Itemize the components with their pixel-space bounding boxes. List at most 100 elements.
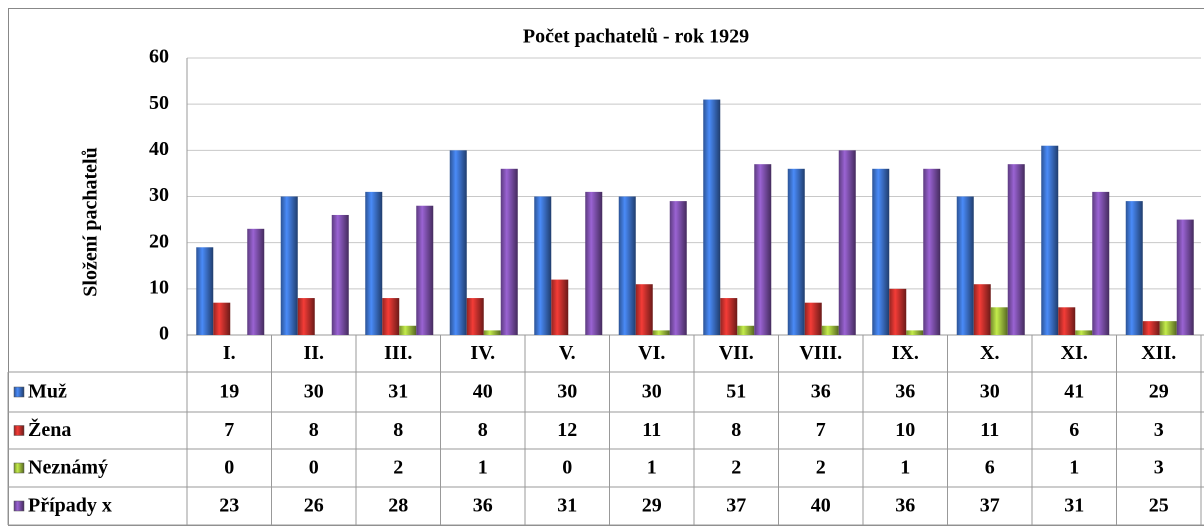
bar bbox=[416, 205, 434, 335]
bar bbox=[973, 284, 991, 335]
table-cell: 40 bbox=[473, 381, 493, 403]
bar bbox=[399, 325, 417, 335]
bar bbox=[1007, 164, 1025, 335]
table-cell: 36 bbox=[811, 381, 831, 403]
bar bbox=[331, 214, 349, 335]
table-cell: 3 bbox=[1154, 457, 1164, 479]
bar bbox=[720, 298, 738, 335]
table-cell: 1 bbox=[647, 457, 657, 479]
bar bbox=[213, 302, 231, 335]
y-tick-label: 30 bbox=[149, 184, 169, 206]
bar bbox=[365, 191, 383, 335]
x-tick-label: I. bbox=[223, 342, 236, 364]
table-cell: 6 bbox=[985, 457, 995, 479]
x-tick-label: V. bbox=[559, 342, 576, 364]
bar bbox=[906, 330, 924, 335]
table-cell: 0 bbox=[224, 457, 234, 479]
table-cell: 31 bbox=[388, 381, 408, 403]
x-tick-label: XI. bbox=[1061, 342, 1088, 364]
table-cell: 25 bbox=[1149, 495, 1169, 517]
table-cell: 2 bbox=[731, 457, 741, 479]
table-cell: 37 bbox=[980, 495, 1000, 517]
y-axis-label: Složení pachatelů bbox=[80, 147, 102, 296]
bar bbox=[247, 228, 265, 335]
bar bbox=[821, 325, 839, 335]
legend-label: Žena bbox=[28, 417, 71, 441]
bar bbox=[754, 164, 772, 335]
table-cell: 7 bbox=[224, 419, 234, 441]
table-cell: 11 bbox=[642, 419, 661, 441]
legend-key bbox=[13, 425, 25, 436]
table-cell: 8 bbox=[478, 419, 488, 441]
table-cell: 2 bbox=[816, 457, 826, 479]
x-tick-label: VI. bbox=[638, 342, 665, 364]
y-tick-label: 60 bbox=[149, 46, 169, 68]
legend-key bbox=[13, 386, 25, 398]
table-cell: 28 bbox=[388, 495, 408, 517]
table-cell: 30 bbox=[557, 381, 577, 403]
table-cell: 8 bbox=[731, 419, 741, 441]
x-tick-label: IV. bbox=[470, 342, 495, 364]
legend-key bbox=[13, 462, 25, 474]
table-cell: 1 bbox=[478, 457, 488, 479]
y-tick-label: 50 bbox=[149, 92, 169, 114]
x-tick-label: VII. bbox=[719, 342, 754, 364]
table-cell: 3 bbox=[1154, 419, 1164, 441]
table-cell: 0 bbox=[562, 457, 572, 479]
table-cell: 6 bbox=[1069, 419, 1079, 441]
table-cell: 36 bbox=[895, 495, 915, 517]
table-cell: 40 bbox=[811, 495, 831, 517]
bar bbox=[1075, 330, 1093, 335]
table-cell: 31 bbox=[557, 495, 577, 517]
x-tick-label: VIII. bbox=[799, 342, 842, 364]
bar bbox=[280, 196, 298, 335]
table-cell: 8 bbox=[309, 419, 319, 441]
table-cell: 51 bbox=[726, 381, 746, 403]
bar bbox=[483, 330, 501, 335]
bar bbox=[872, 168, 890, 335]
chart-title: Počet pachatelů - rok 1929 bbox=[523, 26, 749, 48]
bar bbox=[297, 298, 315, 335]
bar bbox=[1041, 145, 1059, 335]
bar bbox=[923, 168, 941, 335]
bar bbox=[1176, 219, 1194, 335]
bar bbox=[1159, 321, 1177, 335]
bar bbox=[534, 196, 552, 335]
table-cell: 31 bbox=[1064, 495, 1084, 517]
y-tick-label: 0 bbox=[159, 323, 169, 345]
bar bbox=[382, 298, 400, 335]
bar bbox=[703, 99, 721, 335]
bar bbox=[551, 279, 569, 335]
bar bbox=[1092, 191, 1110, 335]
x-tick-label: II. bbox=[303, 342, 324, 364]
table-cell: 0 bbox=[309, 457, 319, 479]
table-cell: 8 bbox=[393, 419, 403, 441]
y-tick-label: 10 bbox=[149, 276, 169, 298]
bar bbox=[652, 330, 670, 335]
bar bbox=[990, 307, 1008, 335]
table-cell: 36 bbox=[895, 381, 915, 403]
bar bbox=[804, 302, 822, 335]
table-cell: 30 bbox=[304, 381, 324, 403]
y-tick-label: 20 bbox=[149, 230, 169, 252]
legend-key bbox=[13, 500, 25, 512]
table-cell: 10 bbox=[895, 419, 915, 441]
bar bbox=[1058, 307, 1076, 335]
table-cell: 30 bbox=[980, 381, 1000, 403]
bar bbox=[466, 298, 484, 335]
bar bbox=[500, 168, 518, 335]
table-cell: 23 bbox=[219, 495, 239, 517]
table-cell: 37 bbox=[726, 495, 746, 517]
x-tick-label: X. bbox=[980, 342, 999, 364]
bar bbox=[737, 325, 755, 335]
bar bbox=[669, 201, 687, 335]
x-tick-label: IX. bbox=[892, 342, 919, 364]
bar bbox=[787, 168, 805, 335]
bar bbox=[956, 196, 974, 335]
bar bbox=[838, 150, 856, 335]
table-cell: 1 bbox=[1069, 457, 1079, 479]
bar bbox=[585, 191, 603, 335]
table-cell: 36 bbox=[473, 495, 493, 517]
table-cell: 29 bbox=[1149, 381, 1169, 403]
